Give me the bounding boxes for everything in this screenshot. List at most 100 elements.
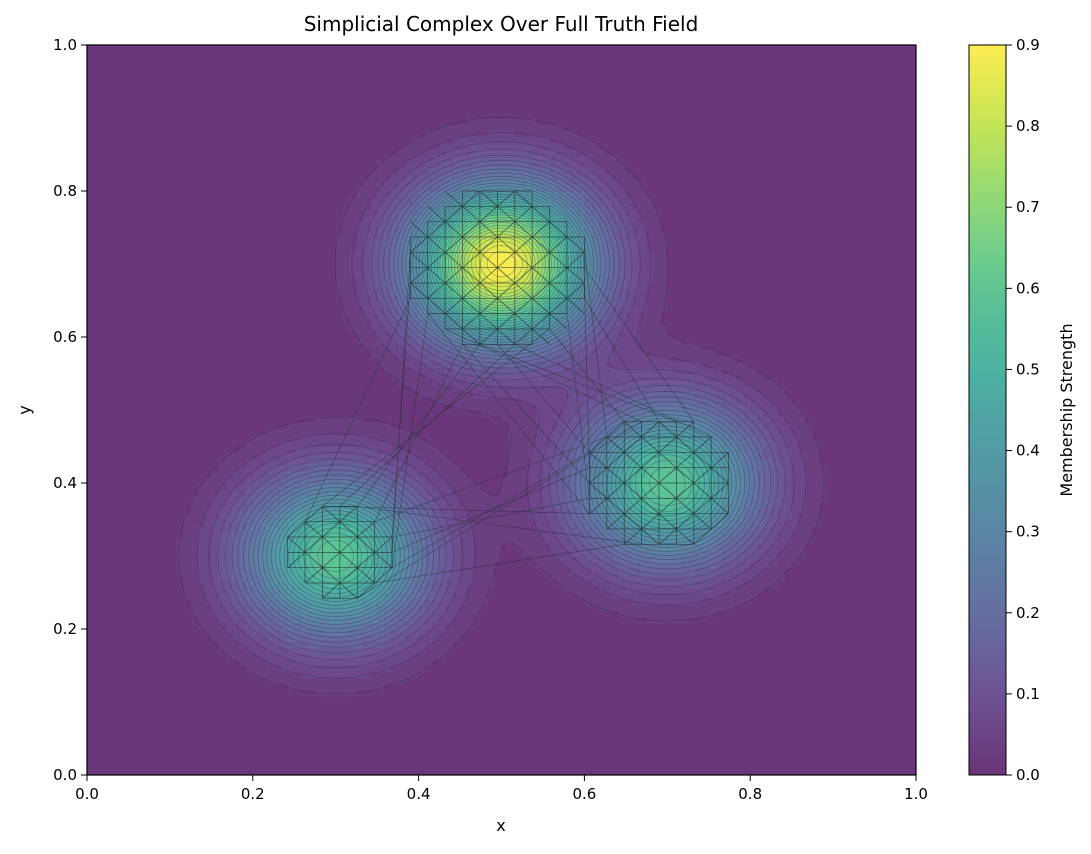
heatmap-cell <box>142 708 150 715</box>
heatmap-cell <box>301 148 309 156</box>
heatmap-cell <box>252 549 261 557</box>
heatmap-cell <box>142 69 150 77</box>
heatmap-cell <box>128 166 136 174</box>
heatmap-cell <box>259 695 268 703</box>
heatmap-cell <box>218 361 226 369</box>
heatmap-cell <box>100 203 109 210</box>
heatmap-cell <box>100 130 109 137</box>
heatmap-cell <box>225 99 233 107</box>
heatmap-cell <box>259 391 268 399</box>
heatmap-cell <box>308 367 316 375</box>
heatmap-cell <box>176 519 185 527</box>
heatmap-cell <box>321 51 330 58</box>
heatmap-cell <box>363 93 371 101</box>
heatmap-cell <box>349 762 358 770</box>
heatmap-cell <box>100 604 109 612</box>
heatmap-cell <box>218 379 226 387</box>
heatmap-cell <box>142 519 150 527</box>
heatmap-cell <box>342 239 351 247</box>
heatmap-cell <box>149 574 157 581</box>
heatmap-cell <box>308 203 316 210</box>
heatmap-cell <box>218 470 226 478</box>
heatmap-cell <box>342 519 351 527</box>
heatmap-cell <box>176 598 185 606</box>
heatmap-cell <box>225 154 233 162</box>
heatmap-cell <box>225 373 233 381</box>
heatmap-cell <box>273 416 282 423</box>
heatmap-cell <box>142 446 150 454</box>
heatmap-cell <box>135 428 143 435</box>
heatmap-cell <box>232 282 240 289</box>
heatmap-cell <box>225 270 233 277</box>
heatmap-cell <box>238 367 247 375</box>
heatmap-cell <box>328 464 337 472</box>
heatmap-cell <box>100 665 109 673</box>
heatmap-cell <box>328 531 337 539</box>
heatmap-cell <box>273 622 282 630</box>
heatmap-cell <box>259 264 268 271</box>
heatmap-cell <box>107 166 116 174</box>
heatmap-cell <box>114 464 123 472</box>
heatmap-cell <box>149 379 157 387</box>
heatmap-cell <box>156 762 164 770</box>
heatmap-cell <box>245 318 254 326</box>
heatmap-cell <box>321 111 330 119</box>
heatmap-cell <box>93 519 102 527</box>
heatmap-cell <box>314 45 323 52</box>
heatmap-cell <box>183 379 192 387</box>
heatmap-cell <box>149 130 157 137</box>
heatmap-cell <box>190 562 199 569</box>
heatmap-cell <box>169 531 178 539</box>
heatmap-cell <box>308 708 316 715</box>
heatmap-cell <box>87 178 95 186</box>
heatmap-cell <box>342 337 351 344</box>
heatmap-cell <box>100 294 109 302</box>
heatmap-cell <box>328 519 337 527</box>
heatmap-cell <box>218 610 226 618</box>
heatmap-cell <box>149 264 157 271</box>
heatmap-cell <box>266 622 275 630</box>
heatmap-cell <box>252 513 261 521</box>
heatmap-cell <box>225 197 233 204</box>
heatmap-cell <box>211 677 219 685</box>
heatmap-cell <box>280 549 288 557</box>
heatmap-cell <box>238 264 247 271</box>
heatmap-cell <box>121 99 130 107</box>
heatmap-cell <box>356 537 364 545</box>
heatmap-cell <box>114 264 123 271</box>
heatmap-cell <box>342 610 351 618</box>
heatmap-cell <box>342 355 351 362</box>
heatmap-cell <box>156 166 164 174</box>
heatmap-cell <box>197 270 206 277</box>
heatmap-cell <box>197 428 206 435</box>
heatmap-cell <box>301 659 309 667</box>
heatmap-cell <box>162 391 171 399</box>
heatmap-cell <box>87 677 95 685</box>
heatmap-cell <box>135 184 143 192</box>
heatmap-cell <box>335 324 344 332</box>
heatmap-cell <box>162 69 171 77</box>
heatmap-cell <box>156 586 164 594</box>
heatmap-cell <box>135 635 143 642</box>
heatmap-cell <box>176 470 185 478</box>
heatmap-cell <box>321 537 330 545</box>
heatmap-cell <box>142 562 150 569</box>
heatmap-cell <box>218 580 226 588</box>
heatmap-cell <box>142 312 150 320</box>
heatmap-cell <box>100 556 109 563</box>
heatmap-cell <box>128 683 136 691</box>
heatmap-cell <box>349 57 358 64</box>
heatmap-cell <box>204 689 212 697</box>
heatmap-cell <box>287 349 295 356</box>
heatmap-cell <box>287 270 295 277</box>
heatmap-cell <box>142 306 150 314</box>
heatmap-cell <box>87 264 95 271</box>
heatmap-cell <box>121 227 130 235</box>
heatmap-cell <box>176 489 185 496</box>
heatmap-cell <box>100 75 109 83</box>
heatmap-cell <box>100 458 109 466</box>
heatmap-cell <box>183 647 192 654</box>
heatmap-cell <box>162 306 171 314</box>
heatmap-cell <box>135 495 143 502</box>
heatmap-cell <box>294 270 302 277</box>
